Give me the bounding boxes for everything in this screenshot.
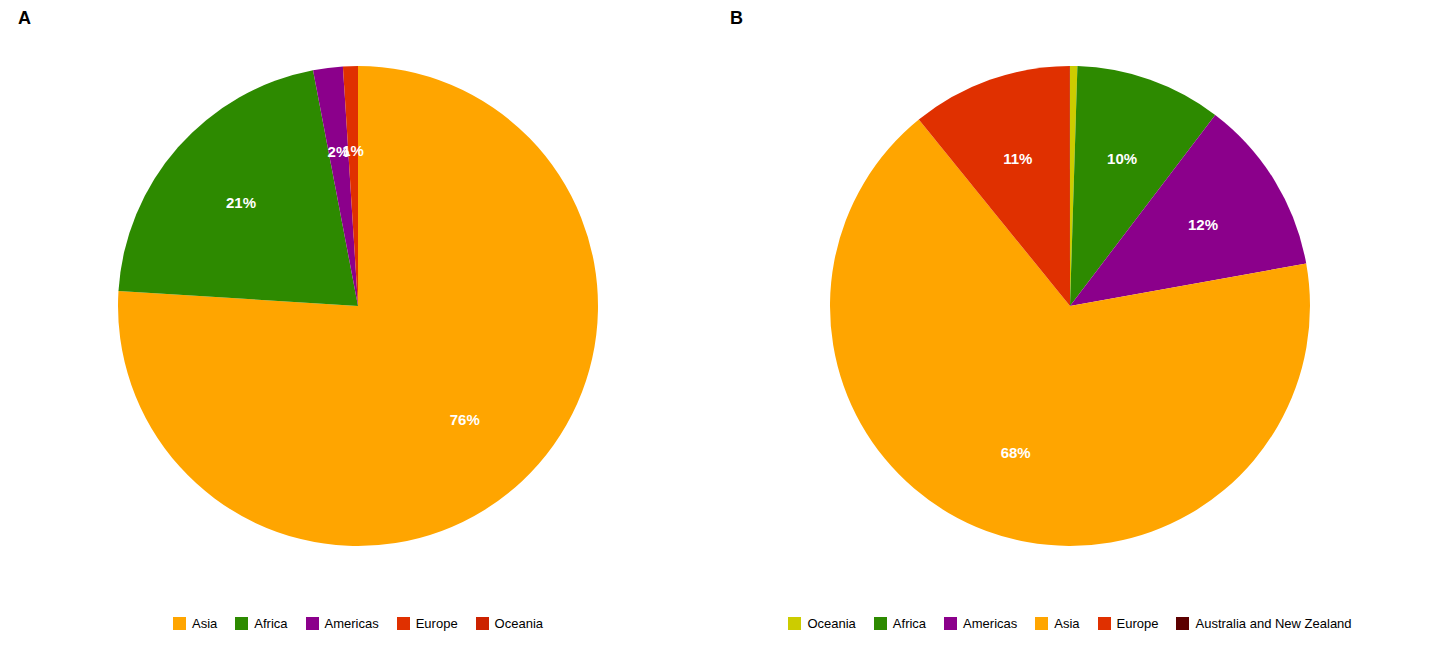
svg-text:11%: 11% xyxy=(1003,150,1032,167)
html-text:A: A xyxy=(18,8,31,28)
html-text:Africa: Africa xyxy=(892,616,927,631)
html-text:Oceania: Oceania xyxy=(807,616,856,631)
svg-text:1%: 1% xyxy=(342,142,364,159)
html-text:Americas: Americas xyxy=(963,616,1018,631)
svg-text:2%: 2% xyxy=(327,142,350,160)
svg-text:10%: 10% xyxy=(1107,150,1137,167)
html-text:Asia: Asia xyxy=(1054,616,1080,631)
html-text:Australia and New Zealand: Australia and New Zealand xyxy=(1195,616,1352,631)
html-text:Asia: Asia xyxy=(192,616,218,631)
html-text:Oceania: Oceania xyxy=(494,616,543,631)
svg-text:68%: 68% xyxy=(1001,444,1031,461)
html-text:Europe: Europe xyxy=(1116,616,1159,631)
svg-text:76%: 76% xyxy=(450,411,480,428)
html-text:B: B xyxy=(730,8,743,28)
html-text:Americas: Americas xyxy=(324,616,379,631)
svg-text:21%: 21% xyxy=(226,194,256,211)
svg-text:12%: 12% xyxy=(1188,216,1218,233)
html-text:Europe: Europe xyxy=(415,616,458,631)
html-text:Africa: Africa xyxy=(254,616,288,631)
